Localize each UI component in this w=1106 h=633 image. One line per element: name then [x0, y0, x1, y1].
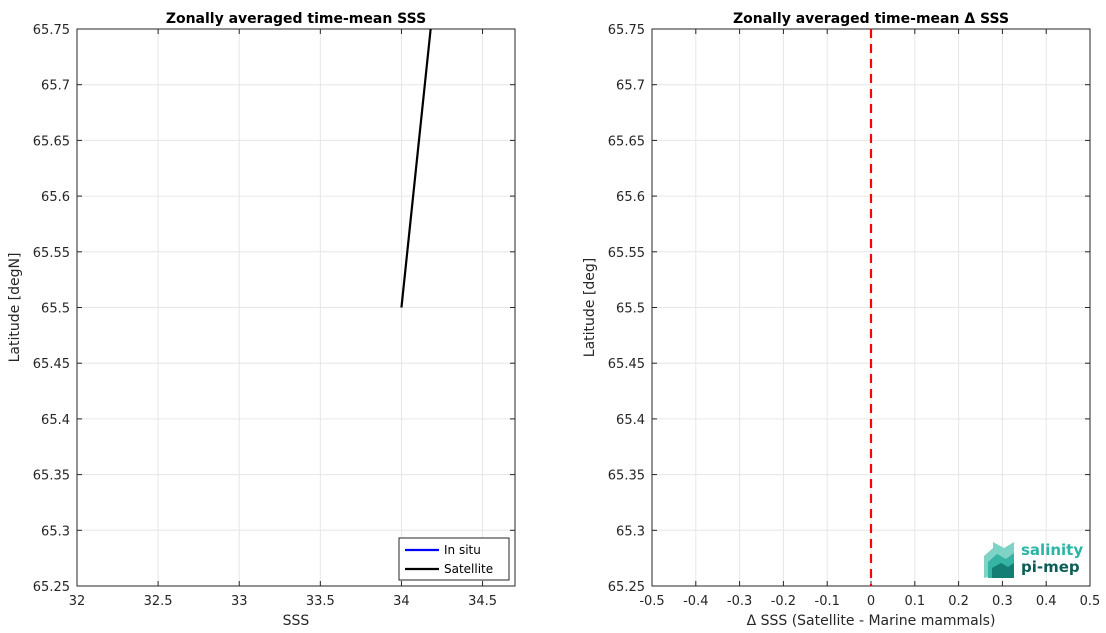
x-tick-label: -0.2	[771, 594, 796, 609]
y-tick-label: 65.25	[608, 580, 645, 595]
x-tick-label: 32	[69, 594, 86, 609]
series-line-satellite	[400, 28, 432, 308]
y-tick-label: 65.6	[616, 190, 645, 205]
legend-label: In situ	[444, 543, 481, 557]
x-tick-label: 0.1	[904, 594, 925, 609]
x-tick-label: -0.3	[727, 594, 752, 609]
y-tick-label: 65.55	[608, 246, 645, 261]
y-tick-label: 65.65	[33, 134, 70, 149]
x-tick-label: 33	[231, 594, 248, 609]
y-tick-label: 65.45	[608, 357, 645, 372]
y-tick-label: 65.4	[616, 413, 645, 428]
y-tick-label: 65.5	[41, 302, 70, 317]
y-tick-label: 65.7	[616, 79, 645, 94]
x-tick-label: 0.5	[1080, 594, 1101, 609]
right-panel: -0.5 -0.4 -0.3 -0.2 -0.1 0 0.1 0.2 0.3 0.4 0.5 65.2…	[582, 11, 1100, 629]
y-tick-label: 65.55	[33, 246, 70, 261]
x-tick-label: 34	[393, 594, 410, 609]
left-panel: 32 32.5 33 33.5 34 34.5 65.25 65.3 65.35 65.4 65.4…	[7, 11, 516, 629]
y-tick-label: 65.5	[616, 302, 645, 317]
y-tick-label: 65.3	[616, 524, 645, 539]
legend-label: Satellite	[444, 562, 493, 576]
x-tick-label: -0.5	[639, 594, 664, 609]
x-axis-label: Δ SSS (Satellite - Marine mammals)	[747, 613, 996, 629]
y-tick-label: 65.65	[608, 134, 645, 149]
x-tick-label: 34.5	[468, 594, 497, 609]
legend-box	[398, 537, 510, 581]
x-tick-label: 32.5	[144, 594, 173, 609]
y-tick-label: 65.35	[33, 469, 70, 484]
chart-title: Zonally averaged time-mean SSS	[166, 11, 426, 27]
x-tick-label: 33.5	[306, 594, 335, 609]
y-tick-label: 65.45	[33, 357, 70, 372]
x-tick-label: 0.4	[1036, 594, 1057, 609]
x-tick-label: 0.2	[948, 594, 969, 609]
y-axis-label: Latitude [deg]	[582, 258, 598, 357]
x-tick-label: 0.3	[992, 594, 1013, 609]
x-tick-label: -0.4	[683, 594, 708, 609]
chart-title: Zonally averaged time-mean Δ SSS	[733, 11, 1009, 27]
logo-wave-icon	[984, 542, 1014, 578]
y-tick-label: 65.7	[41, 79, 70, 94]
y-tick-label: 65.25	[33, 580, 70, 595]
y-tick-label: 65.75	[608, 23, 645, 38]
y-tick-label: 65.3	[41, 524, 70, 539]
x-axis-label: SSS	[283, 613, 310, 629]
y-tick-label: 65.35	[608, 469, 645, 484]
logo-text-pi-mep: pi-mep	[1021, 558, 1080, 576]
x-tick-label: 0	[867, 594, 875, 609]
salinity-pi-mep-logo: salinity pi-mep	[984, 541, 1083, 578]
y-tick-label: 65.4	[41, 413, 70, 428]
y-tick-label: 65.75	[33, 23, 70, 38]
y-axis-label: Latitude [degN]	[7, 253, 23, 363]
legend: In situ Satellite	[398, 537, 510, 581]
logo-text-salinity: salinity	[1021, 541, 1083, 559]
x-tick-label: -0.1	[815, 594, 840, 609]
y-tick-label: 65.6	[41, 190, 70, 205]
